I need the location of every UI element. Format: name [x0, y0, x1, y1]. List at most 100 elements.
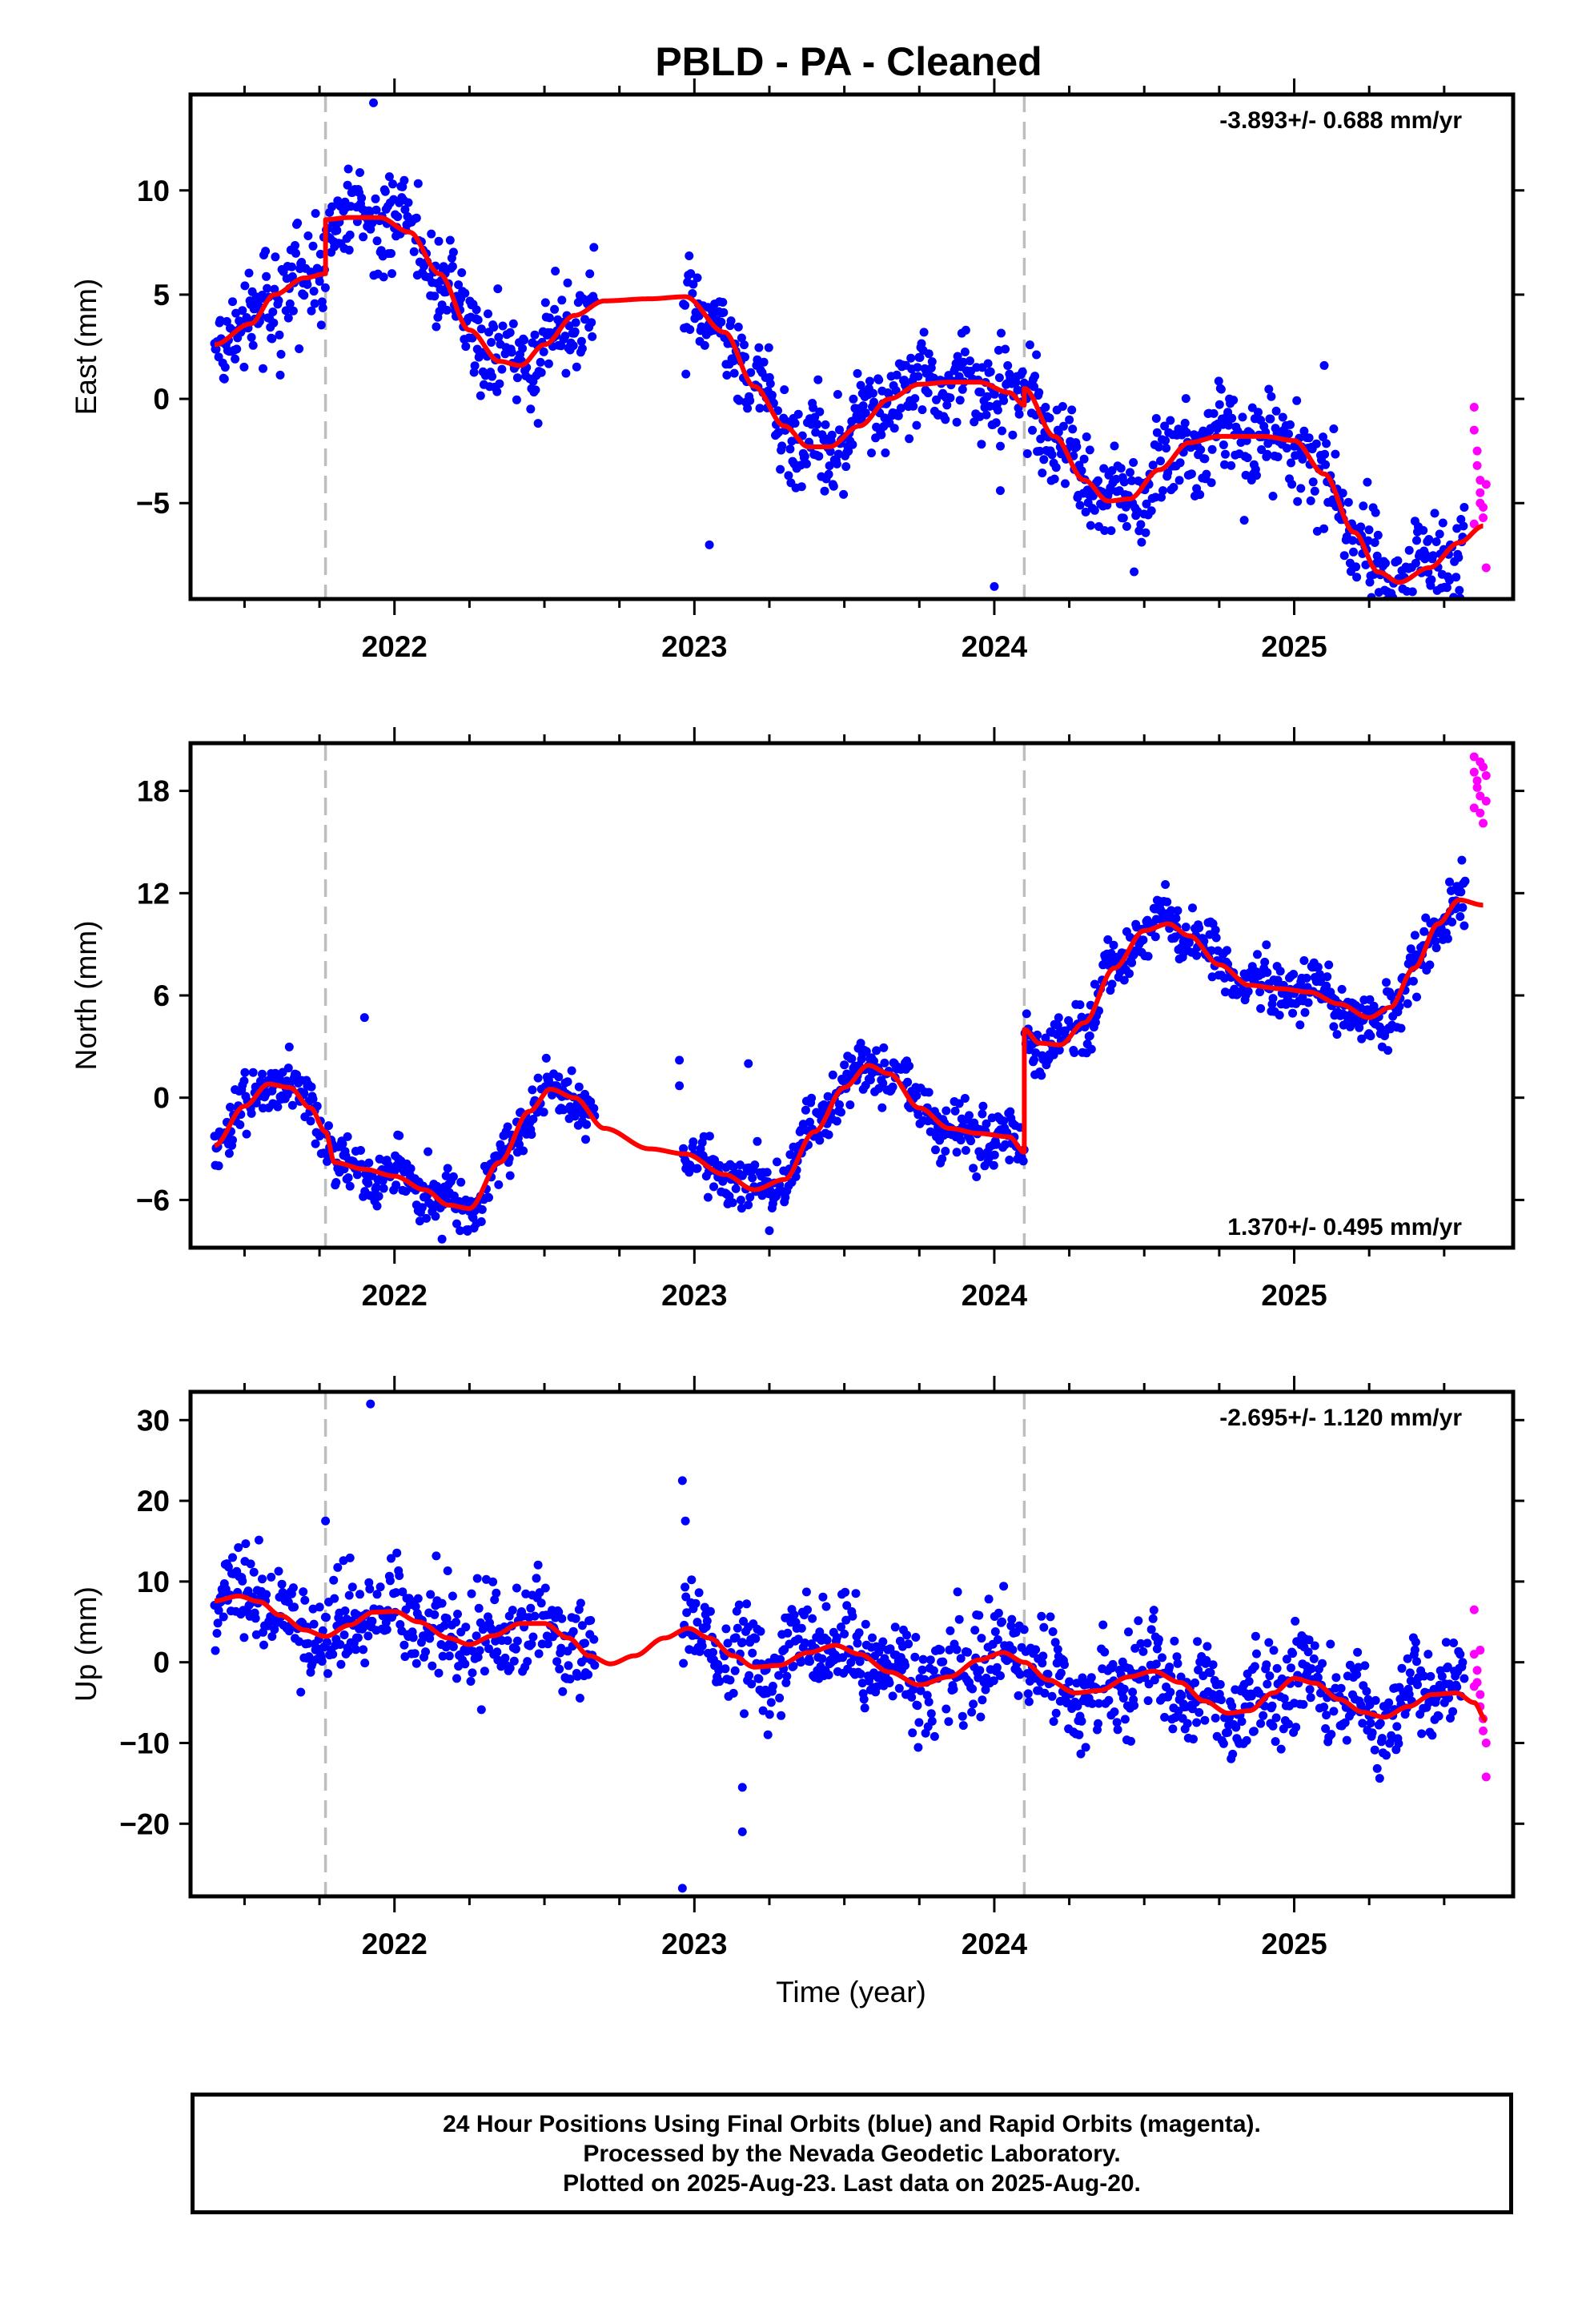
north-point-682 — [950, 1106, 960, 1116]
east-point-575 — [833, 390, 842, 399]
north-point-1070 — [1313, 963, 1323, 972]
up-point-44 — [251, 1614, 260, 1623]
north-point-1056 — [1300, 1007, 1310, 1017]
up-point-490 — [763, 1730, 773, 1739]
north-point-325 — [519, 1146, 528, 1156]
east-point-484 — [746, 368, 756, 377]
east-point-887 — [1119, 477, 1129, 487]
east-point-587 — [844, 447, 853, 456]
up-point-201 — [400, 1640, 409, 1650]
east-point-765 — [1008, 430, 1018, 440]
up-point-747 — [998, 1617, 1006, 1626]
up-point-319 — [508, 1606, 517, 1615]
east-ytick-label-0: −5 — [136, 487, 170, 520]
up-point-233 — [428, 1661, 437, 1671]
up-point-768 — [1019, 1625, 1029, 1634]
east-point-221 — [412, 213, 421, 223]
east-point-584 — [841, 462, 851, 472]
north-point-914 — [1166, 906, 1176, 915]
north-point-830 — [1090, 979, 1099, 989]
north-point-552 — [824, 1130, 833, 1140]
east-point-991 — [1216, 384, 1226, 394]
up-point-657 — [911, 1633, 921, 1642]
up-point-656 — [910, 1652, 920, 1662]
up-point-599 — [861, 1619, 870, 1629]
north-point-795 — [1054, 1013, 1063, 1023]
up-point-557 — [824, 1671, 833, 1679]
east-point-192 — [387, 249, 396, 258]
up-point-463 — [740, 1709, 749, 1719]
east-point-754 — [998, 426, 1006, 436]
east-point-74 — [275, 330, 284, 340]
north-point-698 — [965, 1111, 974, 1120]
east-point-193 — [387, 269, 396, 279]
north-point-1233 — [1460, 921, 1469, 931]
east-point-244 — [434, 236, 444, 246]
east-point-821 — [1058, 402, 1067, 411]
north-ytick-label-4: 18 — [137, 775, 170, 808]
east-point-1131 — [1352, 573, 1362, 582]
east-point-890 — [1122, 521, 1131, 531]
east-point-1169 — [1387, 601, 1396, 610]
up-point-53 — [259, 1627, 267, 1637]
up-point-121 — [322, 1613, 331, 1622]
north-point-501 — [773, 1157, 781, 1167]
east-point-1050 — [1271, 406, 1281, 416]
north-point-457 — [731, 1184, 741, 1193]
east-point-730 — [977, 440, 986, 449]
up-xtick-label-3: 2025 — [1261, 1928, 1327, 1960]
up-ytick-label-5: 30 — [137, 1404, 170, 1437]
east-point-108 — [309, 287, 319, 296]
up-point-345 — [534, 1649, 544, 1659]
east-point-1106 — [1329, 424, 1339, 433]
up-point-240 — [434, 1668, 444, 1678]
up-point-628 — [885, 1679, 894, 1687]
north-point-712 — [976, 1152, 986, 1161]
east-point-223 — [413, 179, 423, 188]
east-point-94 — [295, 344, 304, 353]
east-point-241 — [432, 322, 441, 332]
north-point-1079 — [1322, 981, 1331, 991]
up-point-86 — [290, 1602, 299, 1612]
up-point-1059 — [1288, 1649, 1298, 1659]
up-point-717 — [970, 1626, 980, 1635]
east-point-699 — [946, 393, 955, 403]
east-point-383 — [563, 278, 572, 287]
north-point-1092 — [1332, 1030, 1342, 1039]
east-point-316 — [497, 364, 507, 374]
east-point-935 — [1166, 416, 1175, 425]
north-point-80 — [283, 1063, 293, 1073]
east-point-799 — [1039, 455, 1049, 464]
up-point-1238 — [1458, 1658, 1468, 1667]
up-point-1198 — [1423, 1650, 1433, 1659]
east-point-611 — [867, 448, 876, 458]
up-point-128 — [329, 1575, 339, 1585]
north-point-1230 — [1457, 855, 1467, 865]
up-point-1107 — [1336, 1683, 1346, 1693]
east-point-304 — [487, 338, 496, 347]
up-xtick-label-0: 2022 — [362, 1928, 428, 1960]
east-point-655 — [905, 434, 914, 444]
up-rapid-orbit-points — [1469, 1605, 1491, 1782]
east-point-1142 — [1363, 536, 1373, 545]
up-point-591 — [854, 1628, 864, 1638]
up-point-723 — [975, 1666, 985, 1675]
north-point-1007 — [1255, 987, 1265, 997]
east-point-398 — [577, 344, 587, 353]
north-point-1228 — [1456, 912, 1465, 921]
east-point-11 — [219, 374, 229, 384]
up-point-948 — [1189, 1735, 1198, 1744]
east-point-758 — [1001, 344, 1010, 354]
north-point-391 — [581, 1135, 590, 1144]
up-point-649 — [904, 1639, 913, 1649]
up-point-900 — [1146, 1625, 1156, 1634]
north-point-883 — [1138, 935, 1148, 945]
up-point-800 — [1051, 1708, 1061, 1718]
east-point-1029 — [1254, 408, 1263, 417]
east-point-837 — [1072, 442, 1082, 452]
north-point-219 — [417, 1203, 427, 1212]
up-point-168 — [363, 1631, 373, 1641]
north-point-206 — [406, 1164, 416, 1173]
north-point-668 — [938, 1154, 947, 1164]
